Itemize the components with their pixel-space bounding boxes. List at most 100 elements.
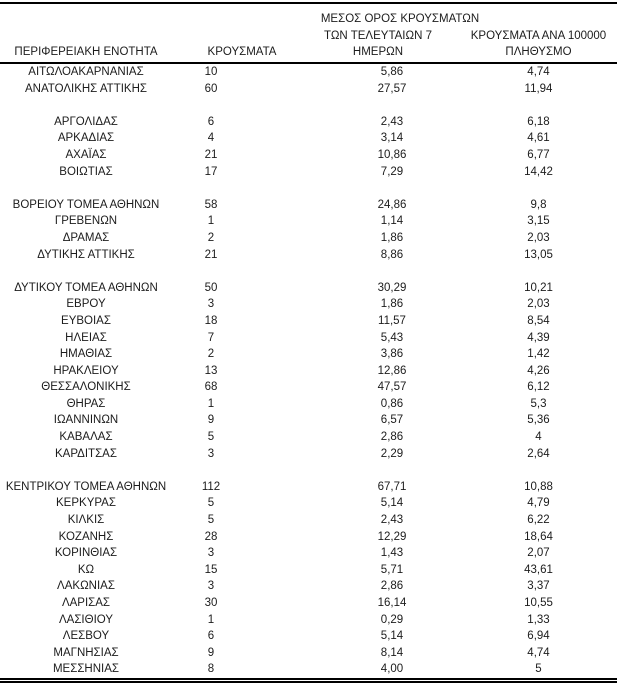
cell-avg-7-days-value: 0,29 bbox=[380, 613, 404, 626]
cell-avg-7-days: 1,43 bbox=[290, 545, 460, 562]
cell-cases: 21 bbox=[172, 147, 290, 164]
cell-cases: 1 bbox=[172, 612, 290, 629]
table-row: ΗΛΕΙΑΣ 7 5,43 4,39 bbox=[0, 330, 617, 347]
table-row: ΙΩΑΝΝΙΝΩΝ 9 6,57 5,36 bbox=[0, 412, 617, 429]
cell-cases-value: 60 bbox=[204, 82, 218, 95]
cell-cases-value: 21 bbox=[204, 248, 218, 261]
cell-avg-7-days-value: 27,57 bbox=[377, 82, 407, 95]
cell-cases-per-100000: 1,42 bbox=[460, 346, 617, 363]
cell-regional-unit: ΑΙΤΩΛΟΑΚΑΡΝΑΝΙΑΣ bbox=[0, 63, 172, 81]
column-header-cases: ΚΡΟΥΣΜΑΤΑ bbox=[172, 3, 290, 64]
cell-regional-unit-value: ΑΧΑΪΑΣ bbox=[65, 148, 107, 161]
cell-cases-per-100000: 4,74 bbox=[460, 63, 617, 81]
cell-cases: 9 bbox=[172, 412, 290, 429]
table-row: ΓΡΕΒΕΝΩΝ 1 1,14 3,15 bbox=[0, 213, 617, 230]
cell-cases-value: 5 bbox=[207, 431, 215, 444]
cell-cases-per-100000: 4 bbox=[460, 429, 617, 446]
cell-cases-value: 68 bbox=[204, 381, 218, 394]
cell-cases-per-100000-value: 3,37 bbox=[527, 580, 550, 593]
cell-cases: 3 bbox=[172, 545, 290, 562]
cell-cases-value: 3 bbox=[207, 447, 215, 460]
cell-regional-unit: ΙΩΑΝΝΙΝΩΝ bbox=[0, 412, 172, 429]
cell-avg-7-days-value: 3,86 bbox=[380, 348, 404, 361]
cell-avg-7-days-value: 67,71 bbox=[377, 480, 407, 493]
cell-cases-per-100000: 6,94 bbox=[460, 628, 617, 645]
cell-avg-7-days: 2,29 bbox=[290, 446, 460, 463]
cell-cases: 68 bbox=[172, 379, 290, 396]
cell-regional-unit: ΑΡΓΟΛΙΔΑΣ bbox=[0, 114, 172, 131]
table-row: ΕΒΡΟΥ 3 1,86 2,03 bbox=[0, 296, 617, 313]
cell-avg-7-days-value: 10,86 bbox=[377, 148, 407, 161]
cell-cases-value: 3 bbox=[207, 298, 215, 311]
cell-regional-unit: ΗΡΑΚΛΕΙΟΥ bbox=[0, 363, 172, 380]
table-row: ΚΕΝΤΡΙΚΟΥ ΤΟΜΕΑ ΑΘΗΝΩΝ 112 67,71 10,88 bbox=[0, 479, 617, 496]
table-header: ΠΕΡΙΦΕΡΕΙΑΚΗ ΕΝΟΤΗΤΑ ΚΡΟΥΣΜΑΤΑ ΜΕΣΟΣ ΟΡΟ… bbox=[0, 3, 617, 64]
cell-regional-unit: ΛΑΚΩΝΙΑΣ bbox=[0, 578, 172, 595]
cell-cases-per-100000: 13,05 bbox=[460, 247, 617, 264]
cell-avg-7-days: 24,86 bbox=[290, 197, 460, 214]
cell-cases-value: 3 bbox=[207, 547, 215, 560]
cell-cases-per-100000-value: 4,79 bbox=[527, 497, 550, 510]
cell-cases-per-100000: 6,22 bbox=[460, 512, 617, 529]
table-body: ΑΙΤΩΛΟΑΚΑΡΝΑΝΙΑΣ 10 5,86 4,74 ΑΝΑΤΟΛΙΚΗΣ ΑΤΤ… bbox=[0, 63, 617, 680]
cell-cases-per-100000-value: 6,18 bbox=[527, 115, 550, 128]
cell-cases-per-100000: 8,54 bbox=[460, 313, 617, 330]
cell-cases-per-100000: 3,15 bbox=[460, 213, 617, 230]
table-row: ΚΑΒΑΛΑΣ 5 2,86 4 bbox=[0, 429, 617, 446]
cell-avg-7-days: 4,00 bbox=[290, 661, 460, 680]
cell-cases: 5 bbox=[172, 495, 290, 512]
cell-cases-value: 9 bbox=[207, 646, 215, 659]
cell-avg-7-days-value: 2,43 bbox=[380, 115, 404, 128]
cell-avg-7-days-value: 24,86 bbox=[377, 198, 407, 211]
cell-cases-value: 18 bbox=[204, 314, 218, 327]
column-header-avg-7-days-line3: ΗΜΕΡΩΝ bbox=[352, 45, 404, 58]
cell-regional-unit-value: ΕΥΒΟΙΑΣ bbox=[61, 314, 111, 327]
cell-regional-unit-value: ΛΑΚΩΝΙΑΣ bbox=[57, 580, 115, 593]
cell-cases-value: 28 bbox=[204, 530, 218, 543]
table-row: ΑΧΑΪΑΣ 21 10,86 6,77 bbox=[0, 147, 617, 164]
cell-cases-value: 17 bbox=[204, 165, 218, 178]
cell-avg-7-days-value: 12,29 bbox=[377, 530, 407, 543]
cell-avg-7-days: 5,14 bbox=[290, 495, 460, 512]
cell-cases-per-100000-value: 6,22 bbox=[527, 514, 550, 527]
cell-cases-per-100000-value: 4 bbox=[535, 431, 542, 444]
cell-cases-per-100000-value: 1,42 bbox=[527, 348, 550, 361]
cell-regional-unit: ΜΑΓΝΗΣΙΑΣ bbox=[0, 645, 172, 662]
cell-avg-7-days: 11,57 bbox=[290, 313, 460, 330]
cell-avg-7-days-value: 2,43 bbox=[380, 514, 404, 527]
cell-cases-per-100000: 14,42 bbox=[460, 164, 617, 181]
cell-cases-per-100000-value: 14,42 bbox=[524, 165, 553, 178]
cell-regional-unit-value: ΗΜΑΘΙΑΣ bbox=[59, 348, 113, 361]
cell-regional-unit-value: ΛΕΣΒΟΥ bbox=[62, 630, 110, 643]
cell-regional-unit: ΛΑΣΙΘΙΟΥ bbox=[0, 612, 172, 629]
cell-cases-per-100000-value: 10,21 bbox=[524, 281, 553, 294]
cell-cases-per-100000: 4,26 bbox=[460, 363, 617, 380]
cell-cases: 50 bbox=[172, 280, 290, 297]
cell-cases-per-100000: 10,88 bbox=[460, 479, 617, 496]
cell-avg-7-days: 5,43 bbox=[290, 330, 460, 347]
cell-regional-unit-value: ΒΟΡΕΙΟΥ ΤΟΜΕΑ ΑΘΗΝΩΝ bbox=[12, 198, 160, 211]
cell-avg-7-days: 1,86 bbox=[290, 296, 460, 313]
cell-cases-per-100000: 10,21 bbox=[460, 280, 617, 297]
cell-cases-per-100000: 2,07 bbox=[460, 545, 617, 562]
cell-avg-7-days: 2,43 bbox=[290, 114, 460, 131]
cell-cases: 3 bbox=[172, 296, 290, 313]
cell-cases-per-100000-value: 4,74 bbox=[527, 66, 550, 78]
cell-cases-value: 50 bbox=[204, 281, 218, 294]
cell-regional-unit-value: ΔΥΤΙΚΗΣ ΑΤΤΙΚΗΣ bbox=[37, 248, 135, 261]
cell-cases-per-100000: 5,3 bbox=[460, 396, 617, 413]
cell-avg-7-days-value: 6,57 bbox=[380, 414, 404, 427]
cell-avg-7-days: 16,14 bbox=[290, 595, 460, 612]
cell-avg-7-days: 0,29 bbox=[290, 612, 460, 629]
cell-cases-per-100000-value: 2,64 bbox=[527, 447, 550, 460]
cell-regional-unit: ΒΟΡΕΙΟΥ ΤΟΜΕΑ ΑΘΗΝΩΝ bbox=[0, 197, 172, 214]
cell-avg-7-days-value: 5,71 bbox=[380, 563, 404, 576]
cell-regional-unit-value: ΚΟΡΙΝΘΙΑΣ bbox=[54, 547, 118, 560]
cell-cases-value: 6 bbox=[207, 115, 215, 128]
cell-regional-unit-value: ΑΝΑΤΟΛΙΚΗΣ ΑΤΤΙΚΗΣ bbox=[24, 82, 147, 95]
cell-cases: 10 bbox=[172, 63, 290, 81]
table-row: ΕΥΒΟΙΑΣ 18 11,57 8,54 bbox=[0, 313, 617, 330]
cell-avg-7-days-value: 8,14 bbox=[380, 646, 404, 659]
cell-cases-per-100000: 10,55 bbox=[460, 595, 617, 612]
